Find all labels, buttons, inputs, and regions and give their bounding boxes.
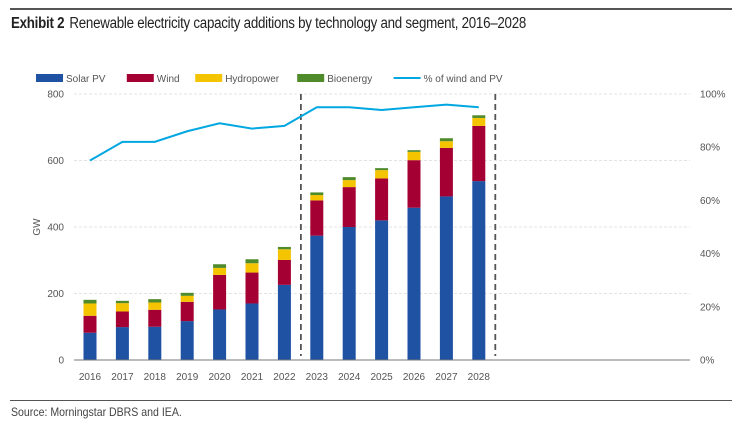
y2-tick-label: 0% [700,356,715,367]
exhibit-label: Exhibit 2 [11,15,65,32]
bar-hydropower [342,180,356,188]
bar-wind [213,274,227,310]
legend-swatch [36,74,63,82]
legend-swatch [195,74,223,82]
y-axis-label: GW [32,218,43,236]
legend-label: Bioenergy [327,74,372,85]
y-tick-label: 200 [47,289,64,300]
bar-solar-pv [472,181,486,360]
bar-hydropower [213,267,227,275]
bar-hydropower [407,151,421,161]
bar-wind [472,125,486,182]
x-tick-label: 2023 [306,372,329,383]
legend-swatch [126,74,154,82]
bar-bioenergy [148,299,162,303]
bar-wind [407,160,421,208]
y-tick-label: 600 [47,156,64,167]
bar-wind [342,187,356,227]
bar-solar-pv [180,321,194,360]
x-tick-label: 2019 [176,372,199,383]
bar-hydropower [277,249,291,260]
x-tick-label: 2021 [241,372,264,383]
top-rule [10,8,732,10]
bar-bioenergy [83,299,97,304]
legend-label: % of wind and PV [424,74,503,85]
bar-wind [180,301,194,322]
bar-solar-pv [83,332,97,360]
legend-label: Wind [157,74,180,85]
y-tick-label: 800 [47,90,64,101]
bar-solar-pv [148,326,162,360]
bar-wind [439,147,453,197]
bar-hydropower [148,302,162,310]
legend-label: Solar PV [66,74,106,85]
bar-hydropower [83,303,97,316]
x-tick-label: 2022 [273,372,296,383]
bar-bioenergy [213,264,227,268]
bar-hydropower [245,263,259,273]
bar-solar-pv [342,227,356,360]
x-tick-label: 2026 [403,372,426,383]
x-tick-label: 2017 [111,372,134,383]
x-tick-label: 2016 [79,372,102,383]
bar-bioenergy [310,192,324,196]
chart: 0 200 400 600 800 0% 20% 40% 60% 80% 100% GW 2016 201… [32,74,726,383]
y2-tick-label: 80% [700,143,720,154]
x-tick-label: 2025 [370,372,393,383]
bar-solar-pv [310,235,324,360]
bar-solar-pv [245,303,259,360]
bar-bioenergy [375,168,389,171]
bar-bioenergy [439,138,453,142]
bar-wind [277,259,291,285]
y-tick-label: 0 [58,356,64,367]
chart-title: Exhibit 2 Renewable electricity capacity … [11,15,526,33]
bar-wind [245,272,259,304]
x-tick-label: 2027 [435,372,458,383]
x-tick-label: 2020 [208,372,231,383]
bar-solar-pv [407,207,421,360]
legend-label: Hydropower [225,74,280,85]
title-text: Renewable electricity capacity additions… [69,15,527,32]
bar-wind [375,178,389,221]
bar-hydropower [472,117,486,126]
bar-hydropower [115,303,129,312]
bar-bioenergy [277,246,291,250]
bar-hydropower [439,141,453,148]
y2-tick-label: 20% [700,302,720,313]
bar-solar-pv [115,327,129,360]
y2-tick-label: 100% [700,90,726,101]
bar-bioenergy [180,292,194,296]
y2-tick-label: 40% [700,249,720,260]
bar-wind [83,315,97,333]
x-tick-label: 2024 [338,372,361,383]
bar-bioenergy [115,300,129,304]
bar-hydropower [310,195,324,201]
source-note: Source: Morningstar DBRS and IEA. [11,405,182,419]
bar-bioenergy [342,177,356,181]
bar-bioenergy [407,150,421,152]
legend-swatch [297,74,325,82]
bar-bioenergy [245,259,259,264]
bottom-rule [10,400,732,401]
bar-solar-pv [277,284,291,360]
x-tick-label: 2028 [468,372,491,383]
bar-wind [115,311,129,328]
y2-tick-label: 60% [700,196,720,207]
x-tick-label: 2018 [144,372,167,383]
bar-solar-pv [439,196,453,360]
bar-hydropower [180,295,194,302]
bar-solar-pv [213,309,227,360]
bar-bioenergy [472,115,486,118]
bar-hydropower [375,170,389,179]
bar-wind [148,309,162,327]
bar-solar-pv [375,220,389,360]
bar-wind [310,200,324,236]
y-tick-label: 400 [47,223,64,234]
